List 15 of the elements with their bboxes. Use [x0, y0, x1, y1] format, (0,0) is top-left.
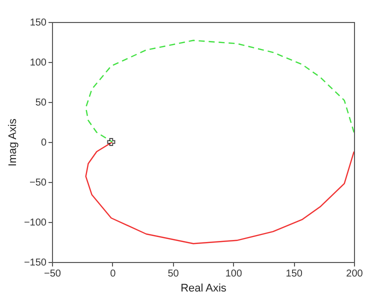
y-tick-label: 50	[35, 98, 47, 108]
x-tick-label: 0	[110, 268, 116, 280]
y-tick-label: −50	[30, 178, 47, 188]
y-tick-label: 100	[30, 58, 47, 68]
y-tick-label: −150	[24, 258, 47, 268]
y-tick-label: −100	[24, 218, 47, 228]
x-tick-label: −50	[44, 268, 62, 280]
x-tick-label: 100	[225, 268, 242, 280]
x-tick-label: 50	[168, 268, 180, 280]
y-axis-title: Imag Axis	[6, 118, 19, 166]
y-tick-label: 150	[30, 18, 47, 28]
x-axis-title: Real Axis	[180, 282, 227, 294]
x-tick-label: 150	[286, 268, 303, 280]
y-tick-label: 0	[40, 138, 47, 148]
x-tick-label: 200	[346, 268, 364, 280]
